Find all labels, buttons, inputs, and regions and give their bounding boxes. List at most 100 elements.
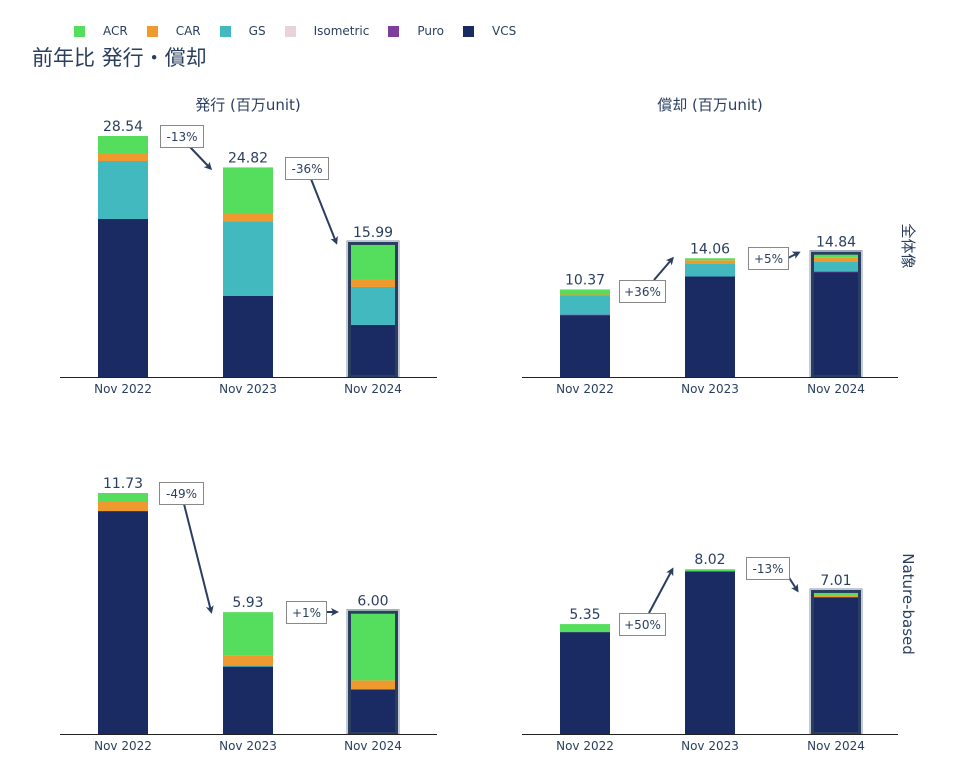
bar-segment-car[interactable] xyxy=(560,294,610,296)
change-box xyxy=(746,557,790,580)
change-arrow xyxy=(310,178,338,245)
legend-label: GS xyxy=(248,24,266,38)
bar-segment-car[interactable] xyxy=(223,655,273,666)
change-label: -49% xyxy=(166,487,197,501)
legend-item-gs[interactable]: GS xyxy=(219,24,266,38)
change-label: +50% xyxy=(624,618,661,632)
total-label: 15.99 xyxy=(353,225,393,241)
legend-swatch-car xyxy=(146,25,158,37)
total-label: 5.35 xyxy=(569,607,600,623)
change-label: +1% xyxy=(292,606,321,620)
total-label: 8.02 xyxy=(694,552,725,568)
change-label: +5% xyxy=(754,252,783,266)
bar-segment-gs[interactable] xyxy=(348,286,398,325)
legend-item-isometric[interactable]: Isometric xyxy=(284,24,370,38)
bar-segment-car[interactable] xyxy=(348,279,398,287)
bar-segment-acr[interactable] xyxy=(348,241,398,280)
bar-segment-acr[interactable] xyxy=(348,610,398,681)
legend-swatch-acr xyxy=(74,25,85,37)
bar-segment-vcs[interactable] xyxy=(560,315,610,377)
change-box xyxy=(159,482,204,505)
bar-segment-acr[interactable] xyxy=(223,167,273,214)
bar-segment-vcs[interactable] xyxy=(223,295,273,377)
bar-segment-gs[interactable] xyxy=(223,221,273,296)
total-label: 14.06 xyxy=(690,241,730,257)
change-box xyxy=(748,247,789,270)
x-tick-label: Nov 2022 xyxy=(94,382,152,396)
bar-segment-car[interactable] xyxy=(348,680,398,690)
legend-swatch-vcs xyxy=(463,25,475,37)
x-tick-label: Nov 2023 xyxy=(681,739,739,753)
legend-label: Puro xyxy=(417,24,445,38)
bar-segment-car[interactable] xyxy=(98,501,148,512)
bar-segment-acr[interactable] xyxy=(560,624,610,633)
bar-segment-vcs[interactable] xyxy=(560,632,610,734)
bar-segment-gs[interactable] xyxy=(560,295,610,315)
x-tick-label: Nov 2022 xyxy=(556,739,614,753)
bar-segment-vcs[interactable] xyxy=(348,324,398,377)
change-box xyxy=(619,280,666,303)
x-tick-label: Nov 2024 xyxy=(344,382,402,396)
bar-segment-vcs[interactable] xyxy=(811,597,861,734)
subplot-title-issuance: 発行 (百万unit) xyxy=(195,96,301,114)
legend-item-car[interactable]: CAR xyxy=(146,24,201,38)
change-arrow xyxy=(787,251,801,259)
change-box xyxy=(286,601,327,624)
x-tick-label: Nov 2022 xyxy=(94,739,152,753)
legend: ACR CAR GS Isometric Puro VCS xyxy=(74,22,535,40)
bar-segment-vcs[interactable] xyxy=(685,571,735,734)
x-tick-label: Nov 2022 xyxy=(556,382,614,396)
total-label: 14.84 xyxy=(816,235,856,251)
bar-segment-gs[interactable] xyxy=(811,261,861,272)
legend-item-acr[interactable]: ACR xyxy=(74,24,128,38)
bar-segment-acr[interactable] xyxy=(685,258,735,261)
bar-segment-vcs[interactable] xyxy=(811,272,861,377)
change-box xyxy=(160,125,204,148)
x-tick-label: Nov 2023 xyxy=(681,382,739,396)
x-tick-label: Nov 2024 xyxy=(344,739,402,753)
bar-segment-vcs[interactable] xyxy=(98,511,148,734)
legend-label: VCS xyxy=(492,24,517,38)
total-label: 11.73 xyxy=(103,476,143,492)
legend-item-puro[interactable]: Puro xyxy=(388,24,444,38)
highlight-box xyxy=(811,589,861,735)
bar-segment-car[interactable] xyxy=(811,257,861,262)
highlight-box xyxy=(811,251,861,378)
bar-segment-acr[interactable] xyxy=(98,493,148,502)
bar-segment-car[interactable] xyxy=(811,595,861,598)
bar-segment-acr[interactable] xyxy=(223,612,273,656)
legend-label: ACR xyxy=(103,24,128,38)
total-label: 7.01 xyxy=(820,573,851,589)
bar-segment-puro[interactable] xyxy=(560,314,610,316)
row-label-nature-based: Nature-based xyxy=(899,553,917,655)
bar-segment-gs[interactable] xyxy=(223,665,273,667)
highlight-box xyxy=(348,610,398,735)
bar-segment-acr[interactable] xyxy=(560,289,610,295)
bar-segment-vcs[interactable] xyxy=(223,666,273,734)
bar-segment-vcs[interactable] xyxy=(98,219,148,377)
bar-segment-car[interactable] xyxy=(98,152,148,161)
highlight-box xyxy=(348,241,398,378)
legend-item-vcs[interactable]: VCS xyxy=(463,24,516,38)
total-label: 24.82 xyxy=(228,150,268,166)
bar-segment-acr[interactable] xyxy=(98,136,148,153)
bar-segment-car[interactable] xyxy=(223,213,273,222)
legend-swatch-gs xyxy=(219,25,231,37)
bar-segment-vcs[interactable] xyxy=(685,276,735,377)
bar-segment-car[interactable] xyxy=(685,260,735,264)
change-arrow xyxy=(653,256,674,281)
bar-segment-puro[interactable] xyxy=(811,271,861,273)
bar-segment-gs[interactable] xyxy=(98,160,148,220)
legend-label: Isometric xyxy=(313,24,370,38)
change-arrow xyxy=(183,503,214,614)
x-tick-label: Nov 2024 xyxy=(807,382,865,396)
subplot-title-retirement: 償却 (百万unit) xyxy=(657,96,763,114)
change-arrow xyxy=(648,567,674,614)
bar-segment-acr[interactable] xyxy=(685,569,735,572)
change-label: -13% xyxy=(752,562,783,576)
total-label: 28.54 xyxy=(103,119,143,135)
bar-segment-vcs[interactable] xyxy=(348,689,398,734)
bar-segment-gs[interactable] xyxy=(685,263,735,277)
chart-title: 前年比 発行・償却 xyxy=(32,46,207,70)
